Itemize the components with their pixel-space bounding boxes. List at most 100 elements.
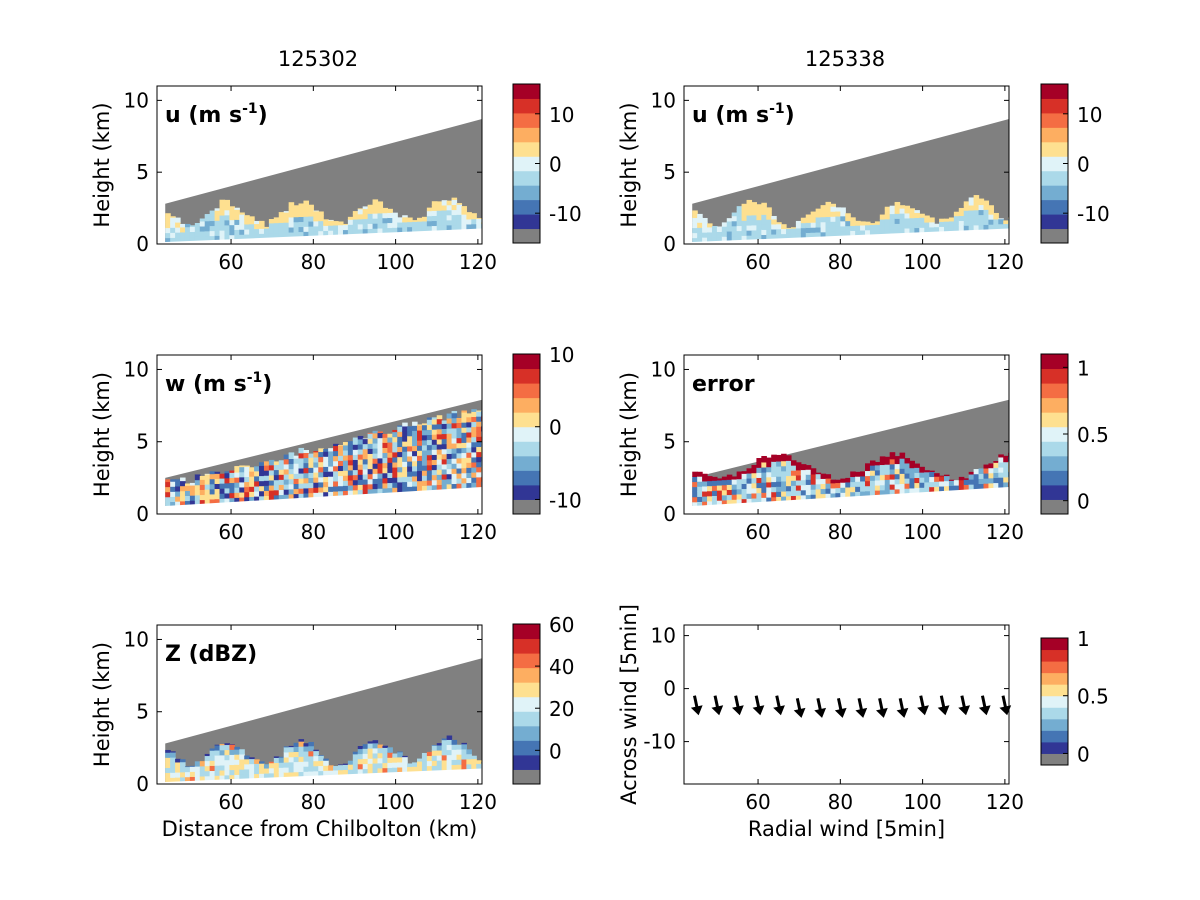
- field-cell: [825, 226, 832, 233]
- field-cell: [377, 478, 384, 484]
- field-cell: [850, 471, 856, 478]
- field-cell: [810, 494, 817, 500]
- field-cell: [397, 481, 403, 488]
- field-cell: [392, 757, 398, 763]
- field-cell: [973, 224, 980, 231]
- panel-label-close: ): [262, 372, 272, 397]
- field-cell: [382, 447, 388, 454]
- field-cell: [219, 235, 226, 241]
- field-cell: [431, 479, 438, 486]
- colorbar-tick-label: 0: [1077, 742, 1090, 766]
- field-cell: [239, 476, 245, 483]
- field-cell: [283, 484, 290, 490]
- field-cell: [431, 474, 438, 481]
- field-cell: [426, 429, 433, 436]
- field-cell: [436, 428, 443, 435]
- field-cell: [889, 228, 896, 235]
- field-cell: [426, 464, 433, 471]
- axes-box: [683, 354, 1010, 515]
- field-cell: [194, 474, 201, 481]
- field-cell: [436, 423, 443, 430]
- field-cell: [776, 228, 782, 235]
- field-cell: [249, 763, 255, 770]
- field-cell: [338, 769, 344, 776]
- field-cell: [850, 225, 856, 231]
- field-cell: [963, 479, 970, 485]
- field-cell: [175, 485, 181, 492]
- field-cell: [702, 232, 708, 238]
- field-cell: [707, 485, 713, 492]
- field-cell: [323, 461, 329, 467]
- field-cell: [456, 417, 463, 418]
- field-cell: [367, 478, 374, 485]
- field-cell: [209, 775, 216, 782]
- field-cell: [402, 476, 408, 483]
- field-cell: [751, 204, 758, 211]
- field-cell: [397, 451, 403, 458]
- field-cell: [313, 492, 319, 498]
- field-cell: [278, 489, 285, 496]
- field-cell: [417, 440, 423, 446]
- field-cell: [476, 446, 482, 453]
- field-cell: [721, 476, 728, 481]
- field-cell: [362, 748, 369, 754]
- field-cell: [204, 775, 211, 782]
- field-cell: [948, 220, 955, 227]
- field-cell: [741, 203, 748, 206]
- field-cell: [983, 204, 990, 210]
- field-cell: [313, 472, 319, 478]
- field-cell: [716, 236, 723, 243]
- field-cell: [978, 224, 985, 231]
- field-cell: [214, 765, 221, 771]
- field-cell: [899, 208, 906, 214]
- field-cell: [333, 465, 339, 472]
- field-cell: [367, 223, 374, 229]
- x-tick-label: 60: [218, 520, 243, 544]
- field-cell: [697, 481, 703, 487]
- field-cell: [963, 210, 970, 216]
- field-cell: [352, 751, 359, 755]
- field-cell: [407, 471, 413, 477]
- field-cell: [909, 467, 915, 474]
- field-cell: [392, 446, 398, 453]
- field-cell: [731, 489, 738, 495]
- y-tick-label: 5: [136, 430, 149, 454]
- field-cell: [993, 212, 999, 215]
- field-cell: [417, 424, 423, 431]
- field-cell: [219, 744, 226, 746]
- field-cell: [909, 487, 915, 494]
- colorbar-swatch: [1041, 199, 1068, 215]
- field-cell: [288, 221, 295, 228]
- field-cell: [417, 480, 423, 487]
- field-cell: [761, 224, 767, 230]
- field-cell: [451, 224, 458, 231]
- field-cell: [431, 454, 438, 460]
- field-cell: [392, 441, 398, 448]
- field-cell: [249, 496, 255, 503]
- field-cell: [446, 735, 453, 740]
- field-cell: [209, 473, 216, 480]
- field-cell: [273, 461, 280, 466]
- field-cell: [776, 476, 782, 482]
- panel-label-close: ): [258, 103, 268, 128]
- field-cell: [259, 485, 265, 492]
- field-cell: [175, 480, 181, 487]
- field-cell: [347, 444, 354, 451]
- field-cell: [184, 483, 191, 486]
- field-cell: [412, 445, 418, 452]
- field-cell: [998, 456, 1004, 463]
- colorbar-swatch: [1041, 127, 1068, 143]
- field-cell: [983, 464, 990, 469]
- field-cell: [165, 777, 171, 784]
- field-cell: [751, 472, 758, 479]
- field-cell: [278, 212, 285, 218]
- field-cell: [402, 226, 408, 233]
- field-cell: [904, 217, 911, 224]
- field-cell: [229, 774, 235, 781]
- field-cell: [268, 479, 275, 486]
- field-cell: [746, 214, 753, 221]
- field-cell: [426, 454, 433, 461]
- field-cell: [998, 218, 1004, 225]
- field-cell: [313, 750, 319, 757]
- field-cell: [466, 218, 472, 225]
